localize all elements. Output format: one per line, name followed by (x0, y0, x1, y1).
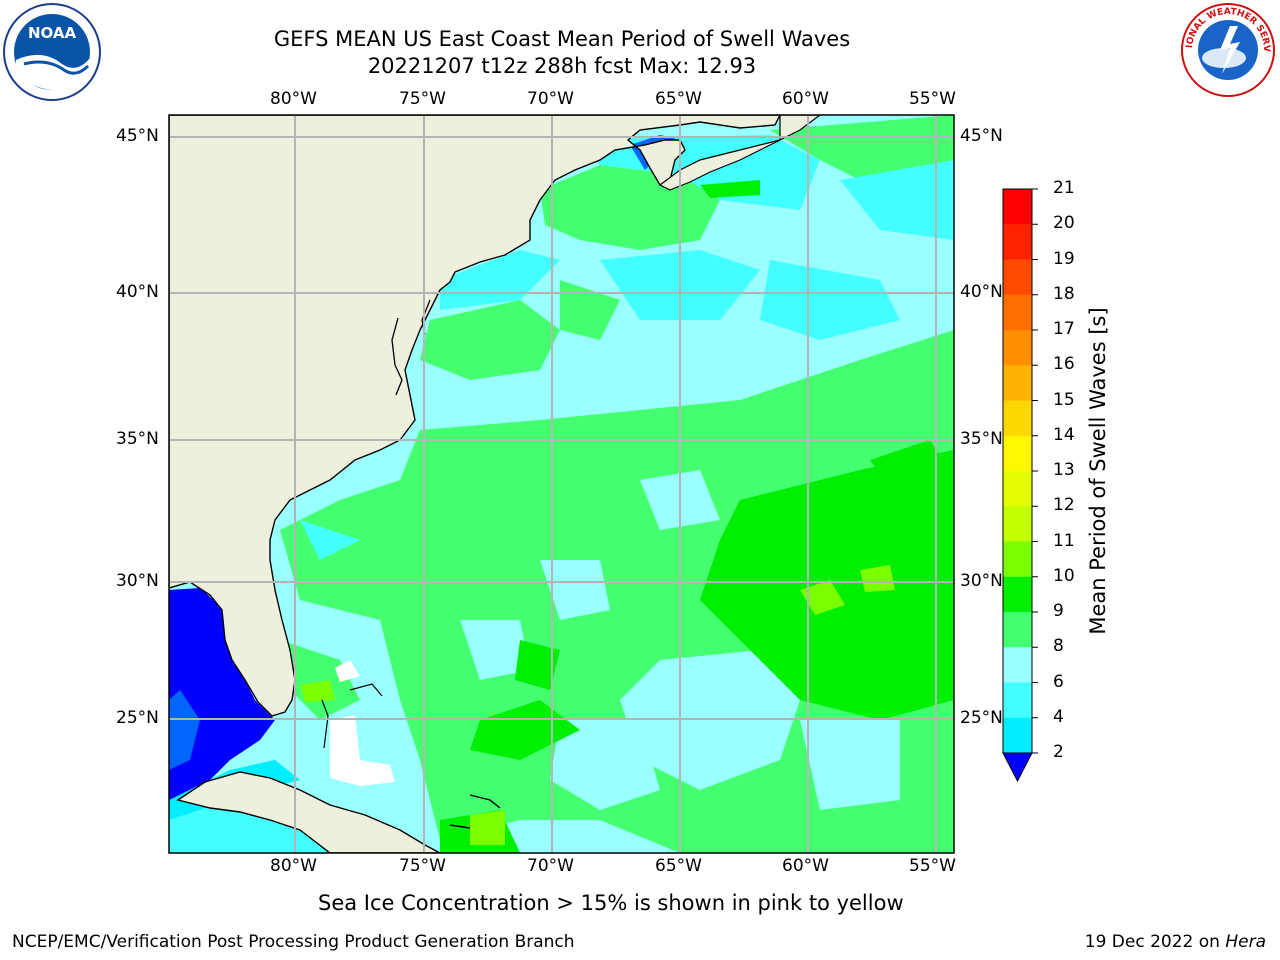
lat-label-left-30n: 30°N (116, 571, 159, 591)
colorbar-tick-label: 13 (1053, 460, 1075, 480)
lat-label-left-35n: 35°N (116, 429, 159, 449)
lon-label-bottom-65w: 65°W (655, 856, 702, 876)
colorbar-tick-label: 21 (1053, 178, 1075, 198)
colorbar-band (1003, 400, 1032, 437)
graticule (169, 115, 954, 853)
colorbar-tick-label: 14 (1053, 424, 1075, 445)
colorbar-tick-label: 19 (1053, 248, 1075, 269)
colorbar-extend-triangle (1002, 752, 1033, 783)
lon-label-top-60w: 60°W (782, 89, 829, 109)
colorbar-tick-label: 2 (1053, 742, 1064, 762)
lat-label-left-40n: 40°N (116, 282, 159, 302)
colorbar-tick-label: 6 (1053, 671, 1064, 692)
land-bahamas (321, 660, 501, 829)
lat-label-left-25n: 25°N (116, 708, 159, 728)
lat-label-right-40n: 40°N (960, 282, 1003, 302)
colorbar-band (1003, 365, 1032, 401)
lon-label-top-65w: 65°W (655, 89, 702, 109)
colorbar-tick-label: 11 (1053, 530, 1075, 551)
host-name: Hera (1225, 932, 1266, 952)
lat-label-right-30n: 30°N (960, 571, 1003, 591)
lon-label-top-80w: 80°W (270, 89, 317, 109)
colorbar-band (1003, 189, 1032, 225)
colorbar-band (1003, 294, 1032, 331)
lon-label-top-55w: 55°W (909, 89, 956, 109)
colorbar-tick-label: 16 (1053, 354, 1075, 375)
colorbar-tick-label: 15 (1053, 389, 1075, 410)
colorbar-band (1003, 224, 1032, 260)
colorbar-band (1003, 330, 1032, 366)
lat-label-right-25n: 25°N (960, 708, 1003, 728)
lat-label-left-45n: 45°N (116, 126, 159, 146)
noaa-logo: NOAA (3, 3, 101, 101)
colorbar-tick-label: 8 (1053, 636, 1064, 657)
lat-label-right-35n: 35°N (960, 429, 1003, 449)
colorbar-band (1003, 506, 1032, 542)
colorbar-band (1003, 647, 1032, 683)
chart-title: GEFS MEAN US East Coast Mean Period of S… (273, 27, 851, 51)
map-frame (168, 114, 955, 854)
credit-line: NCEP/EMC/Verification Post Processing Pr… (12, 932, 575, 952)
colorbar (1002, 188, 1033, 783)
colorbar-axis-label: Mean Period of Swell Waves [s] (1086, 307, 1110, 635)
lon-label-bottom-80w: 80°W (270, 856, 317, 876)
sea-ice-caption: Sea Ice Concentration > 15% is shown in … (318, 891, 904, 915)
colorbar-tick-label: 12 (1053, 495, 1075, 516)
lat-label-right-45n: 45°N (960, 126, 1003, 146)
colorbar-ticks (1032, 188, 1038, 754)
map-panel (169, 115, 954, 853)
date-line: 19 Dec 2022 on Hera (1085, 932, 1266, 952)
colorbar-tick-label: 9 (1053, 601, 1064, 621)
lon-label-bottom-75w: 75°W (399, 856, 446, 876)
colorbar-band (1003, 541, 1032, 578)
colorbar-band (1003, 471, 1032, 507)
colorbar-band (1003, 717, 1032, 754)
noaa-logo-text: NOAA (28, 24, 77, 42)
chesapeake-bay (391, 317, 403, 396)
colorbar-tick-label: 17 (1053, 319, 1075, 339)
colorbar-band (1003, 576, 1032, 613)
lon-label-top-70w: 70°W (527, 89, 574, 109)
lon-label-top-75w: 75°W (399, 89, 446, 109)
lon-label-bottom-60w: 60°W (782, 856, 829, 876)
colorbar-tick-label: 4 (1053, 706, 1064, 727)
land-cuba (176, 771, 441, 853)
nws-logo: NATIONAL WEATHER SERVICE (1180, 2, 1275, 97)
swell-11-12-field (300, 565, 895, 845)
run-date: 19 Dec 2022 on (1084, 932, 1220, 952)
land-nova-scotia (658, 115, 821, 191)
colorbar-tick-label: 18 (1053, 283, 1075, 304)
lon-label-bottom-55w: 55°W (909, 856, 956, 876)
colorbar-band (1003, 682, 1032, 719)
colorbar-band (1003, 435, 1032, 472)
lon-label-bottom-70w: 70°W (527, 856, 574, 876)
colorbar-band (1003, 612, 1032, 648)
colorbar-tick-label: 10 (1053, 565, 1075, 586)
chart-subtitle: 20221207 t12z 288h fcst Max: 12.93 (367, 54, 757, 78)
colorbar-band (1003, 259, 1032, 296)
colorbar-tick-label: 20 (1053, 213, 1075, 234)
